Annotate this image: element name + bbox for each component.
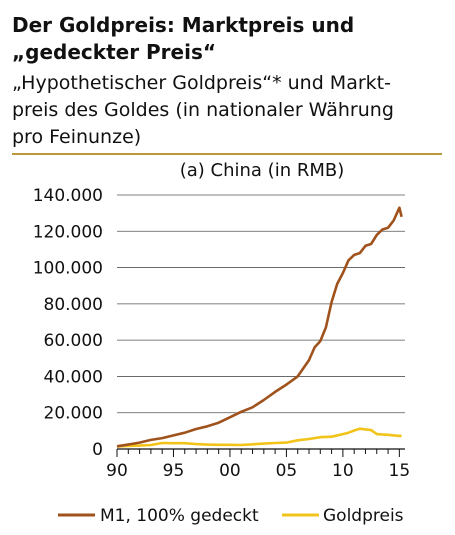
x-tick-label: 10	[332, 461, 354, 481]
legend: M1, 100% gedeckt Goldpreis	[58, 506, 404, 526]
y-tick-label: 140.000	[33, 186, 103, 206]
y-tick-label: 40.000	[44, 367, 103, 387]
chart-subtitle: (a) China (in RMB)	[180, 160, 345, 181]
legend-label-gold: Goldpreis	[323, 506, 404, 526]
y-tick-label: 80.000	[44, 295, 103, 315]
chart-title-block: Der Goldpreis: Marktpreis und „gedeckter…	[12, 12, 442, 66]
page-title-line-1: Der Goldpreis: Marktpreis und	[12, 13, 355, 37]
legend-label-m1: M1, 100% gedeckt	[100, 506, 259, 526]
y-gridlines	[117, 194, 405, 414]
y-tick-label: 60.000	[44, 331, 103, 351]
y-tick-label: 100.000	[33, 259, 103, 279]
subtitle-line-3: pro Feinunze)	[12, 126, 142, 148]
page-title-line-2: „gedeckter Preis“	[12, 40, 217, 64]
subtitle-block: „Hypothetischer Goldpreis“* und Markt- p…	[12, 70, 442, 151]
y-tick-label: 120.000	[33, 222, 103, 242]
series-line-goldpreis	[116, 427, 402, 448]
x-tick-label: 00	[219, 461, 241, 481]
x-axis: 90 95 00 05 10 15	[106, 448, 411, 481]
series-lines	[116, 206, 403, 448]
y-tick-label: 0	[92, 440, 103, 460]
y-tick-label: 20.000	[44, 404, 103, 424]
subtitle-line-1: „Hypothetischer Goldpreis“* und Markt-	[12, 72, 391, 94]
x-tick-label: 95	[163, 461, 185, 481]
title-divider	[12, 153, 442, 155]
x-tick-label: 90	[106, 461, 128, 481]
series-line-m1	[116, 206, 403, 448]
y-axis-ticks: 0 20.000 40.000 60.000 80.000 100.000 120.000 1…	[33, 186, 103, 460]
subtitle-line-2: preis des Goldes (in nationaler Währung	[12, 99, 394, 121]
x-tick-label: 05	[276, 461, 298, 481]
x-tick-label: 15	[389, 461, 411, 481]
